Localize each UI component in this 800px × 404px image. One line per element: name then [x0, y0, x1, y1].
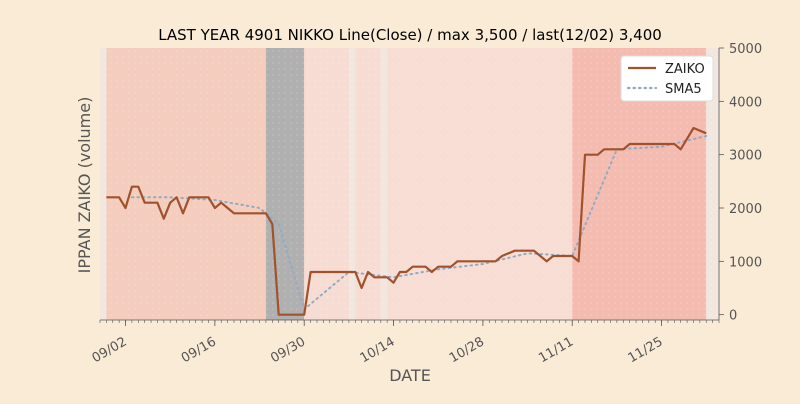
y-axis-label: IPPAN ZAIKO (volume) — [75, 97, 94, 274]
background-bands — [100, 48, 719, 320]
x-axis-label: DATE — [389, 366, 431, 385]
y-tick-label: 5000 — [729, 42, 762, 57]
y-tick-label: 0 — [729, 309, 737, 324]
y-tick-label: 3000 — [729, 149, 762, 164]
y-tick-label: 4000 — [729, 95, 762, 110]
series-line-sma5 — [130, 135, 708, 311]
y-tick-label: 1000 — [729, 255, 762, 270]
series-layer — [106, 126, 708, 316]
series-line-zaiko — [106, 126, 707, 316]
y-tick-label: 2000 — [729, 202, 762, 217]
legend: ZAIKO SMA5 — [620, 55, 714, 102]
chart-title: LAST YEAR 4901 NIKKO Line(Close) / max 3… — [158, 26, 662, 44]
legend-label: SMA5 — [665, 82, 702, 97]
plot-texture — [100, 48, 719, 320]
legend-label: ZAIKO — [665, 62, 705, 77]
